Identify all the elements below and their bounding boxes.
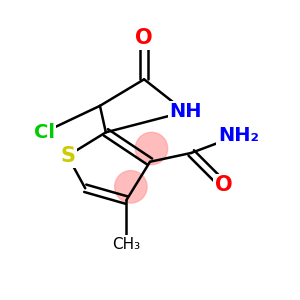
Text: O: O: [135, 28, 153, 48]
Circle shape: [115, 171, 147, 203]
Text: CH₃: CH₃: [112, 237, 140, 252]
Text: O: O: [215, 175, 232, 195]
Text: Cl: Cl: [34, 123, 55, 142]
Text: S: S: [60, 146, 75, 166]
Text: NH₂: NH₂: [218, 126, 259, 145]
Circle shape: [135, 132, 168, 165]
Text: NH: NH: [169, 102, 202, 121]
